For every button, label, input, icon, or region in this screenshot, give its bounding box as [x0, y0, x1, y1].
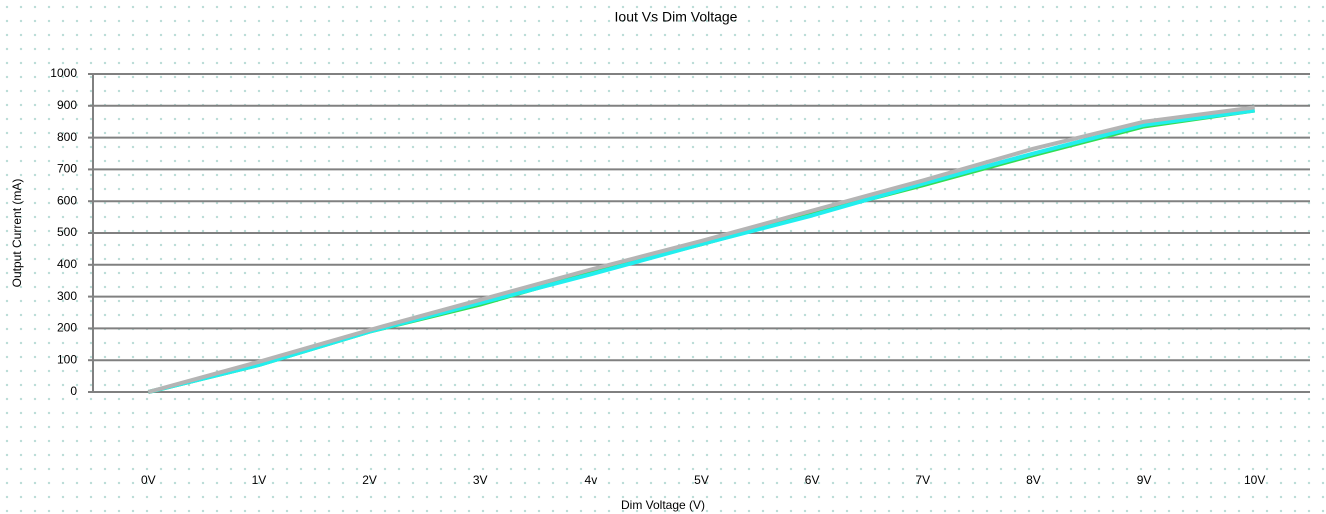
y-tick-label: 700: [57, 162, 77, 176]
x-tick-label: 5V: [694, 473, 709, 487]
x-tick-label: 10V: [1244, 473, 1265, 487]
y-tick-label: 1000: [50, 66, 77, 80]
x-tick-label: 1V: [252, 473, 267, 487]
y-tick-label: 900: [57, 98, 77, 112]
y-tick-label: 100: [57, 352, 77, 366]
x-tick-label: 8V: [1026, 473, 1041, 487]
y-tick-label: 200: [57, 321, 77, 335]
data-line: [147, 105, 1255, 394]
chart-title: Iout Vs Dim Voltage: [615, 9, 738, 25]
y-tick-label: 800: [57, 130, 77, 144]
y-tick-label: 300: [57, 289, 77, 303]
y-axis-label: Output Current (mA): [10, 179, 24, 288]
y-tick-label: 600: [57, 193, 77, 207]
x-tick-label: 9V: [1137, 473, 1152, 487]
x-tick-label: 2V: [362, 473, 377, 487]
x-tick-label: 7V: [915, 473, 930, 487]
x-axis-label: Dim Voltage (V): [621, 498, 705, 512]
x-tick-label: 6V: [805, 473, 820, 487]
x-tick-label: 3V: [473, 473, 488, 487]
y-tick-label: 500: [57, 225, 77, 239]
data-line: [147, 108, 1255, 394]
x-tick-label: 0V: [141, 473, 156, 487]
y-tick-label: 400: [57, 257, 77, 271]
y-tick-label: 0: [70, 384, 77, 398]
x-tick-label: 4v: [585, 473, 598, 487]
